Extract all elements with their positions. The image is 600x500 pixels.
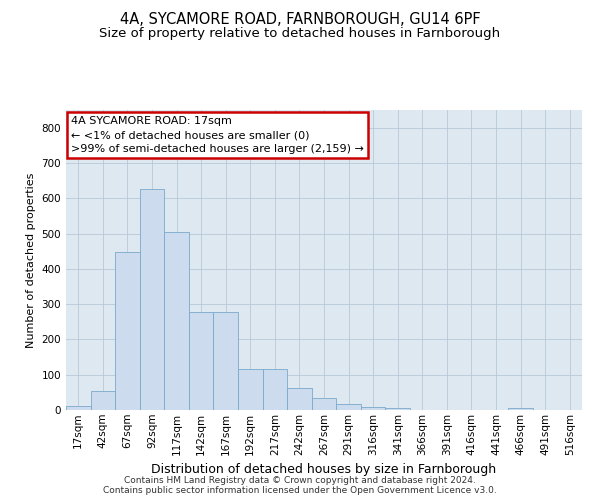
Bar (312, 398, 336, 410)
Bar (214, 312, 238, 410)
Bar (508, 408, 533, 410)
Bar (91, 390, 115, 410)
Bar (238, 370, 263, 410)
Bar (336, 404, 361, 410)
Text: Contains HM Land Registry data © Crown copyright and database right 2024.: Contains HM Land Registry data © Crown c… (124, 476, 476, 485)
Y-axis label: Number of detached properties: Number of detached properties (26, 172, 36, 348)
Text: 4A SYCAMORE ROAD: 17sqm
← <1% of detached houses are smaller (0)
>99% of semi-de: 4A SYCAMORE ROAD: 17sqm ← <1% of detache… (71, 116, 364, 154)
Text: 4A, SYCAMORE ROAD, FARNBOROUGH, GU14 6PF: 4A, SYCAMORE ROAD, FARNBOROUGH, GU14 6PF (119, 12, 481, 28)
Text: Size of property relative to detached houses in Farnborough: Size of property relative to detached ho… (100, 28, 500, 40)
X-axis label: Distribution of detached houses by size in Farnborough: Distribution of detached houses by size … (151, 463, 497, 476)
Bar (287, 388, 312, 410)
Bar (385, 408, 410, 410)
Bar (361, 407, 385, 410)
Bar (66, 406, 91, 410)
Bar (140, 190, 164, 410)
Bar (164, 232, 189, 410)
Bar (263, 370, 287, 410)
Text: Contains public sector information licensed under the Open Government Licence v3: Contains public sector information licen… (103, 486, 497, 495)
Bar (189, 312, 214, 410)
Bar (115, 252, 140, 410)
